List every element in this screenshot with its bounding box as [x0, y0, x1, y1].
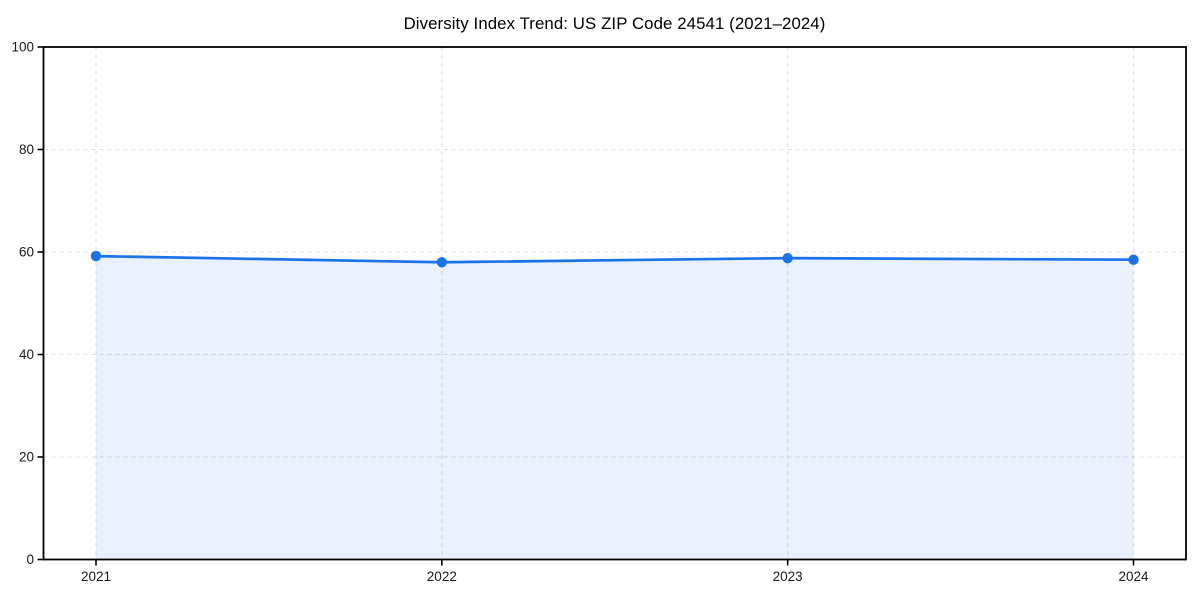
- y-tick-label: 60: [19, 245, 34, 260]
- y-tick-label: 40: [19, 347, 34, 362]
- y-tick-label: 20: [19, 450, 34, 465]
- plot-border: [42, 46, 1187, 561]
- plot-background: [43, 47, 1186, 560]
- x-tick-label: 2024: [1118, 569, 1149, 584]
- area-fill: [96, 256, 1134, 560]
- data-point-2023: [782, 252, 793, 264]
- x-tick-label: 2021: [81, 569, 111, 584]
- y-tick-label: 100: [11, 40, 34, 55]
- y-tick-label: 0: [26, 552, 34, 567]
- x-tick-label: 2023: [773, 569, 803, 584]
- x-tick-label: 2022: [427, 569, 457, 584]
- chart-title: Diversity Index Trend: US ZIP Code 24541…: [403, 14, 826, 33]
- trend-line: [94, 254, 1135, 264]
- y-tick-label: 80: [19, 142, 34, 157]
- data-point-2021: [90, 250, 102, 262]
- data-point-2022: [436, 257, 448, 268]
- data-point-2024: [1128, 254, 1139, 265]
